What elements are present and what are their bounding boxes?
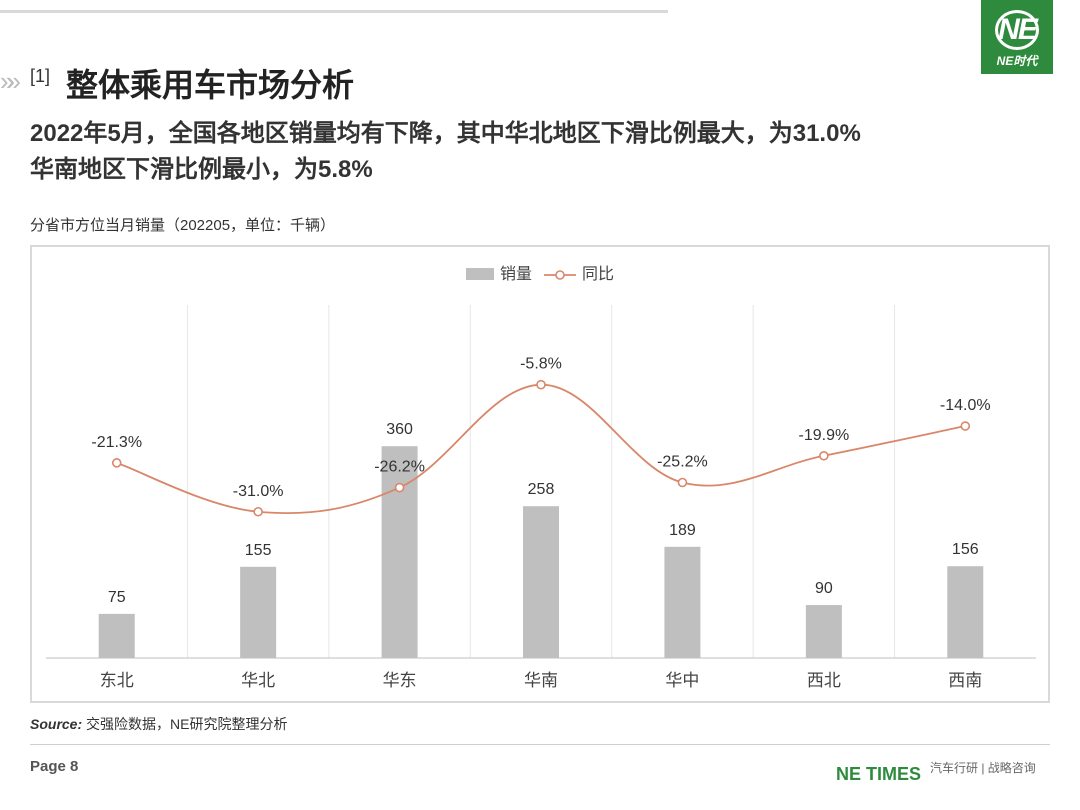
legend-label-line: 同比 [582, 265, 614, 283]
footer-rule [30, 744, 1050, 745]
page-title: 整体乘用车市场分析 [66, 67, 355, 103]
yoy-value-label: -25.2% [657, 454, 708, 471]
yoy-value-label: -26.2% [374, 459, 425, 476]
logo-mark: NE [995, 10, 1039, 50]
bar-华中 [664, 546, 701, 658]
yoy-value-label: -19.9% [799, 427, 850, 444]
bar-西北 [805, 605, 842, 658]
x-tick-label: 东北 [100, 671, 134, 690]
bar-西南 [947, 566, 984, 658]
x-tick-label: 华东 [383, 671, 417, 690]
bar-value-label: 90 [815, 580, 833, 597]
bar-value-label: 75 [108, 589, 126, 606]
source-label: Source: [30, 716, 83, 732]
logo-text: NE时代 [996, 54, 1038, 68]
chart-subtitle: 分省市方位当月销量（202205，单位：千辆） [30, 217, 336, 234]
combo-chart: 75 155 360 258 189 90 156 -21.3% -31.0% -26.2% -5.… [46, 265, 1036, 690]
brand-tagline: 汽车行研 | 战略咨询 [930, 761, 1036, 775]
x-tick-label: 西南 [948, 671, 982, 690]
brand-name: NE TIMES [836, 764, 922, 784]
yoy-point-华南 [536, 379, 546, 390]
x-tick-label: 华南 [524, 671, 558, 690]
bar-value-label: 156 [952, 541, 979, 558]
bar-value-label: 360 [386, 421, 413, 438]
bar-value-label: 258 [528, 481, 555, 498]
yoy-value-label: -5.8% [520, 356, 562, 373]
yoy-point-西南 [960, 421, 971, 431]
yoy-value-label: -31.0% [233, 483, 284, 500]
yoy-point-华北 [253, 506, 263, 517]
yoy-point-华中 [677, 477, 688, 488]
ne-logo: NE NE时代 [981, 0, 1053, 74]
yoy-point-西北 [819, 450, 829, 461]
legend-marker-line [555, 270, 565, 280]
yoy-value-label: -21.3% [91, 434, 142, 451]
bar-华东 [381, 446, 418, 658]
bar-华北 [240, 566, 277, 658]
x-tick-label: 西北 [807, 671, 841, 690]
yoy-point-华东 [394, 482, 405, 493]
headline-line-1: 2022年5月，全国各地区销量均有下降，其中华北地区下滑比例最大，为31.0% [30, 120, 861, 147]
chart-frame: 75 155 360 258 189 90 156 -21.3% -31.0% -26.2% -5.… [30, 245, 1050, 703]
headline: 2022年5月，全国各地区销量均有下降，其中华北地区下滑比例最大，为31.0% … [30, 116, 1030, 188]
headline-line-2: 华南地区下滑比例最小，为5.8% [30, 156, 373, 183]
page-number: Page 8 [30, 758, 79, 775]
top-rule [0, 10, 668, 13]
x-tick-label: 华中 [665, 671, 699, 690]
chevron-icon: »» [0, 66, 21, 96]
bar-value-label: 155 [245, 542, 272, 559]
legend-swatch-bar [466, 268, 494, 280]
legend-label-bar: 销量 [500, 265, 532, 283]
yoy-point-东北 [111, 458, 122, 468]
x-tick-label: 华北 [241, 671, 275, 690]
source-note: Source: 交强险数据，NE研究院整理分析 [30, 714, 287, 734]
yoy-value-label: -14.0% [940, 397, 991, 414]
bar-华南 [523, 506, 559, 658]
bar-东北 [98, 613, 135, 658]
section-number: [1] [30, 66, 51, 86]
source-text: 交强险数据，NE研究院整理分析 [86, 716, 288, 732]
bar-value-label: 189 [669, 522, 696, 539]
